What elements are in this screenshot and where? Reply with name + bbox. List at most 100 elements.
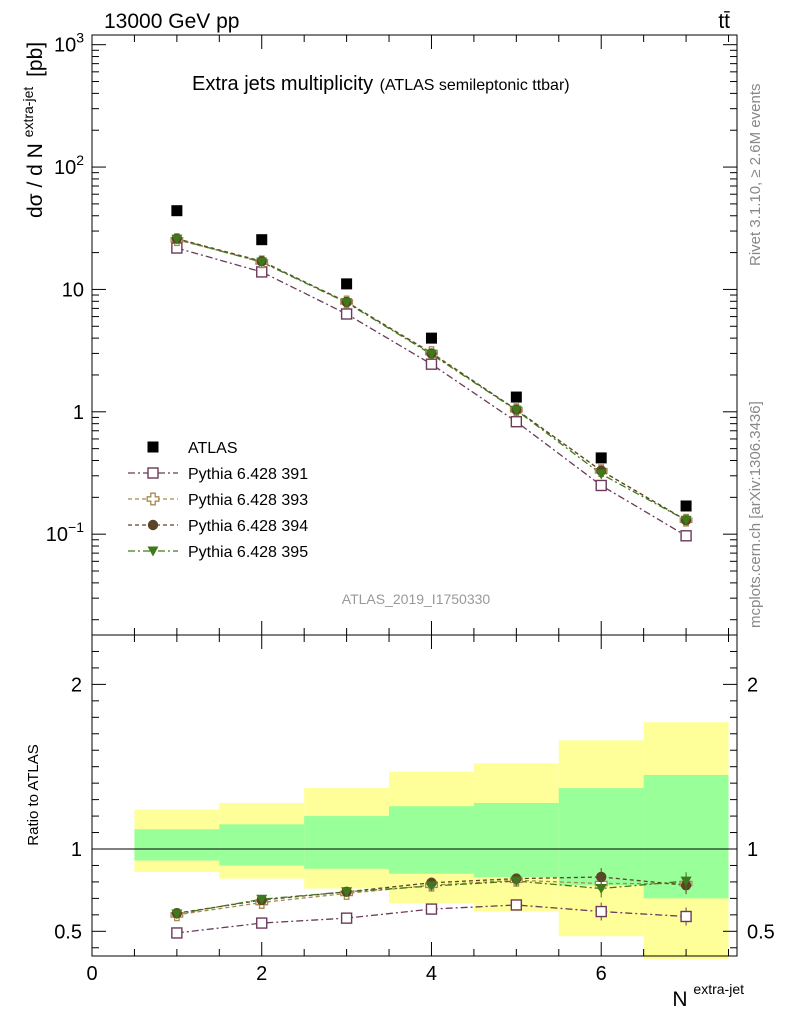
legend-entry-3: Pythia 6.428 394: [128, 518, 308, 535]
series-3-ratio-point-6: [596, 871, 607, 883]
legend-entry-4: Pythia 6.428 395: [128, 544, 308, 561]
y-tick-label-ratio-right-3: 2: [747, 674, 758, 696]
series-4-point-6: [595, 469, 607, 480]
y-tick-label-ratio-right-1: 0.5: [747, 921, 775, 943]
series-4-ratio-point-5: [510, 876, 522, 887]
series-0-point-6: [595, 452, 607, 464]
legend-entry-1: Pythia 6.428 391: [128, 466, 308, 483]
series-0-point-1: [171, 205, 183, 217]
ratio-frame: [91, 634, 738, 957]
series-1-ratio-point-2: [256, 917, 268, 929]
y-tick-label-ratio-left-2: 1: [71, 839, 82, 861]
legend-entry-2: Pythia 6.428 393: [128, 492, 308, 509]
y-tick-label-base: 10: [46, 524, 68, 546]
rivet-label: Rivet 3.1.10, ≥ 2.6M events: [747, 84, 764, 267]
y-axis-label-main: dσ / d N extra-jet [pb]: [15, 42, 47, 218]
y-tick-label-base: 10: [62, 279, 84, 301]
series-4-point-7: [680, 515, 692, 526]
series-0-point-5: [510, 391, 522, 403]
series-0-point-4: [425, 332, 437, 344]
y-tick-label-base: 10: [54, 35, 76, 57]
analysis-label: ATLAS_2019_I1750330: [342, 591, 491, 607]
y-tick-label-main-1: 103: [54, 30, 84, 57]
band-inner-5: [473, 802, 559, 877]
legend-marker-0: [147, 441, 159, 453]
y-tick-label-base: 10: [54, 157, 76, 179]
series-1-ratio-point-7: [680, 910, 692, 923]
chart-title: Extra jets multiplicity (ATLAS semilepto…: [192, 73, 570, 95]
header-left: 13000 GeV pp: [104, 10, 239, 33]
series-0-point-2: [256, 234, 268, 246]
series-4-ratio-point-1: [171, 909, 183, 920]
legend-marker-1: [147, 467, 159, 479]
mcplots-label: mcplots.cern.ch [arXiv:1306.3436]: [747, 401, 764, 628]
series-4-point-2: [256, 257, 268, 268]
y-tick-label-exp: 3: [76, 30, 84, 46]
series-4-point-1: [171, 234, 183, 245]
y-tick-label-ratio-left-1: 0.5: [54, 921, 82, 943]
series-4-point-5: [510, 405, 522, 416]
series-1-ratio-point-1: [171, 927, 183, 939]
series-1-ratio-point-4: [425, 903, 438, 915]
series-4-point-3: [341, 298, 353, 309]
y-tick-label-main-2: 102: [54, 152, 84, 179]
ratio-panel: 0 2 4 6 0.5 0.5 1 1 2 2 Ratio to ATLAS N extra-je…: [25, 634, 775, 1011]
ratio-ticks: 0 2 4 6 0.5 0.5 1 1 2 2: [54, 635, 775, 985]
legend-label-4: Pythia 6.428 395: [188, 544, 308, 561]
legend-marker-4: [147, 546, 159, 557]
series-4-ratio-point-6: [595, 884, 607, 895]
x-tick-label-1: 0: [86, 963, 97, 985]
y-axis-label-main-sup: extra-jet: [20, 87, 36, 138]
header-right: tt̄: [718, 10, 730, 33]
y-tick-label-ratio-left-3: 2: [71, 674, 82, 696]
chart-title-main: Extra jets multiplicity: [192, 73, 373, 95]
main-marks: [170, 205, 693, 542]
ratio-marks: [170, 867, 693, 939]
x-tick-label-3: 4: [426, 963, 437, 985]
series-0-point-3: [341, 278, 353, 290]
legend-label-2: Pythia 6.428 393: [188, 492, 308, 509]
series-1-ratio-point-5: [510, 899, 523, 911]
y-tick-label-main-3: 10: [62, 279, 84, 301]
y-tick-label-exp: 2: [76, 152, 84, 168]
series-1-ratio-point-6: [595, 905, 607, 918]
y-tick-label-exp: −1: [68, 519, 84, 535]
band-inner-1: [134, 829, 220, 861]
x-axis-label: N extra-jet: [672, 981, 744, 1011]
band-inner-3: [304, 816, 390, 869]
legend-label-0: ATLAS: [188, 440, 238, 457]
y-axis-label-main-base: dσ / d N: [24, 143, 47, 218]
y-axis-label-ratio: Ratio to ATLAS: [25, 744, 42, 845]
y-tick-label-ratio-right-2: 1: [747, 839, 758, 861]
series-1-point-4: [425, 358, 438, 370]
x-tick-label-2: 2: [256, 963, 267, 985]
legend-entry-0: ATLAS: [147, 440, 238, 457]
y-tick-label-base: 1: [73, 402, 84, 424]
series-1-point-7: [680, 530, 692, 542]
y-tick-label-main-4: 1: [73, 402, 84, 424]
x-axis-label-sup: extra-jet: [693, 981, 744, 997]
series-1-point-3: [340, 308, 353, 320]
series-0-point-7: [680, 500, 692, 512]
legend-marker-3: [147, 519, 159, 531]
legend: ATLAS Pythia 6.428 391 Pythia 6.428 393 Pyt…: [128, 440, 308, 561]
y-axis-label-main-unit: [pb]: [24, 42, 47, 77]
band-inner-2: [219, 824, 305, 866]
series-4-ratio-point-4: [425, 881, 437, 892]
x-tick-label-4: 6: [596, 963, 607, 985]
series-1-point-6: [595, 479, 607, 492]
legend-label-3: Pythia 6.428 394: [188, 518, 308, 535]
chart-subtitle: (ATLAS semileptonic ttbar): [380, 77, 570, 94]
series-1-point-5: [510, 416, 523, 428]
series-1-point-2: [256, 266, 268, 278]
legend-marker-2: [146, 492, 160, 506]
legend-label-1: Pythia 6.428 391: [188, 466, 308, 483]
series-1-ratio-point-3: [340, 912, 353, 924]
y-tick-label-main-5: 10−1: [46, 519, 84, 546]
series-4-point-4: [425, 349, 437, 360]
band-inner-4: [389, 806, 474, 874]
series-4-ratio-point-2: [256, 894, 268, 905]
series-4-ratio-point-3: [341, 887, 353, 898]
